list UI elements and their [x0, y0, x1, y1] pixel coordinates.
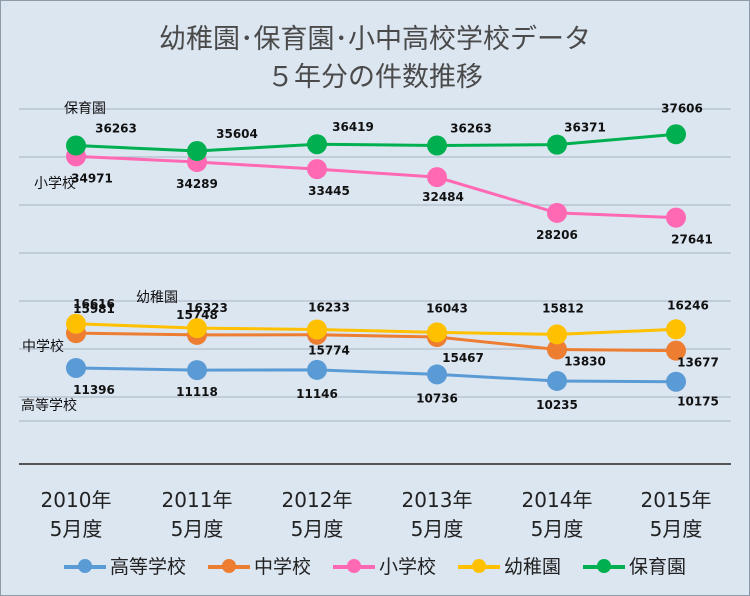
- legend-label: 幼稚園: [504, 556, 562, 578]
- series-tag-label: 中学校: [22, 338, 64, 355]
- legend-marker: [63, 558, 106, 573]
- data-point: [666, 124, 686, 145]
- x-tick-label: 2013年: [402, 488, 473, 512]
- x-tick-label: 5月度: [171, 517, 224, 541]
- data-label: 10736: [416, 391, 458, 405]
- legend-marker: [583, 558, 626, 573]
- data-point: [187, 318, 207, 339]
- legend-label: 保育園: [629, 556, 687, 578]
- data-point: [547, 339, 567, 360]
- legend-marker: [332, 558, 375, 573]
- data-point: [427, 364, 447, 385]
- data-point: [547, 134, 567, 155]
- data-label: 36263: [450, 122, 492, 136]
- data-label: 34289: [176, 177, 218, 191]
- data-point: [66, 135, 86, 156]
- data-label: 11396: [73, 383, 115, 397]
- data-point: [666, 371, 686, 392]
- data-label: 37606: [661, 101, 703, 115]
- legend-item: 幼稚園: [458, 552, 561, 579]
- data-label: 32484: [422, 190, 464, 204]
- data-label: 36419: [332, 120, 374, 134]
- x-tick-label: 2011年: [162, 488, 233, 512]
- legend-marker: [458, 558, 500, 573]
- legend-item: 高等学校: [63, 552, 186, 579]
- series-tag-label: 幼稚園: [136, 290, 178, 306]
- series-line: [75, 132, 677, 153]
- data-label: 28206: [536, 228, 578, 242]
- data-point: [547, 324, 567, 345]
- x-tick-label: 5月度: [650, 517, 703, 541]
- x-tick-label: 5月度: [291, 517, 344, 541]
- data-label: 16616: [73, 297, 115, 311]
- data-point: [666, 207, 686, 228]
- data-point: [307, 159, 327, 180]
- series-tag-label: 小学校: [34, 175, 76, 192]
- series-line: [75, 366, 677, 384]
- data-point: [66, 313, 86, 334]
- data-label: 13830: [564, 354, 606, 368]
- data-label: 15467: [442, 351, 484, 365]
- x-tick-label: 2010年: [41, 488, 112, 512]
- chart-legend: 高等学校 中学校 小学校 幼稚園 保育園: [1, 552, 749, 579]
- data-point: [307, 359, 327, 380]
- x-tick-label: 5月度: [50, 517, 103, 541]
- data-point: [307, 134, 327, 155]
- series-tag-label: 保育園: [64, 101, 106, 117]
- data-label: 36371: [564, 121, 606, 135]
- data-label: 16233: [308, 301, 350, 315]
- data-label: 15774: [308, 344, 350, 358]
- series-tag-label: 高等学校: [21, 397, 77, 414]
- legend-label: 中学校: [253, 556, 311, 578]
- data-point: [427, 322, 447, 343]
- data-label: 10175: [677, 395, 719, 409]
- data-label: 34971: [71, 171, 113, 185]
- data-label: 36263: [95, 122, 137, 136]
- data-label: 11118: [176, 385, 218, 399]
- x-tick-label: 2014年: [522, 488, 593, 512]
- data-label: 16246: [667, 298, 709, 312]
- data-label: 13677: [677, 356, 719, 370]
- data-label: 16323: [186, 301, 228, 315]
- data-point: [427, 135, 447, 156]
- legend-label: 小学校: [378, 556, 436, 578]
- data-label: 27641: [671, 233, 713, 247]
- data-point: [547, 202, 567, 223]
- x-tick-label: 5月度: [531, 517, 584, 541]
- x-tick-label: 5月度: [411, 517, 464, 541]
- legend-item: 中学校: [207, 552, 311, 579]
- data-label: 11146: [296, 387, 338, 401]
- data-label: 35604: [216, 127, 258, 141]
- data-label: 16043: [426, 301, 468, 315]
- series-line: [75, 322, 677, 336]
- data-label: 33445: [308, 184, 350, 198]
- x-tick-label: 2012年: [282, 488, 353, 512]
- data-point: [307, 319, 327, 340]
- data-point: [666, 340, 686, 361]
- x-tick-label: 2015年: [641, 488, 712, 512]
- series-line: [75, 331, 677, 353]
- data-label: 15981: [73, 302, 115, 316]
- data-label: 15812: [542, 301, 584, 315]
- data-point: [547, 370, 567, 391]
- legend-item: 小学校: [332, 552, 436, 579]
- data-point: [666, 319, 686, 340]
- data-point: [187, 141, 207, 162]
- legend-item: 保育園: [583, 552, 686, 579]
- data-point: [427, 167, 447, 188]
- chart-title-line2: ５年分の件数推移: [267, 62, 483, 93]
- chart-title-line1: 幼稚園･保育園･小中高校学校データ: [159, 24, 591, 55]
- legend-marker: [207, 558, 250, 573]
- data-label: 15748: [176, 308, 218, 322]
- legend-label: 高等学校: [109, 556, 186, 578]
- series-line: [75, 154, 677, 220]
- data-label: 10235: [536, 398, 578, 412]
- data-point: [66, 357, 86, 378]
- data-point: [187, 360, 207, 381]
